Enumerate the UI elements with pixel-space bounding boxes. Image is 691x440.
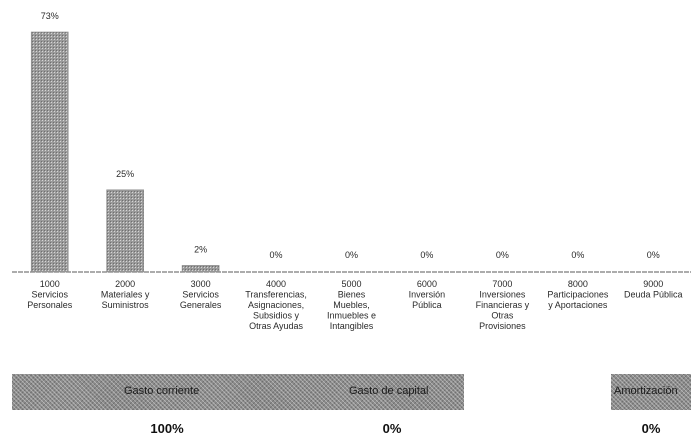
category-label: 8000 Participaciones y Aportaciones xyxy=(547,279,609,310)
bar-chart: 73% 1000 Servicios Personales 25% 2000 Materia… xyxy=(12,11,691,331)
bar-value-label: 0% xyxy=(647,250,660,260)
bar-value-label: 0% xyxy=(270,250,283,260)
gasto-corriente-percent: 100% xyxy=(150,421,184,436)
category-label: 7000 Inversiones Financieras y Otras Provisi… xyxy=(476,279,530,331)
category-label: 6000 Inversión Pública xyxy=(409,279,446,310)
gasto-de-capital-percent: 0% xyxy=(382,421,402,436)
category-label: 9000 Deuda Pública xyxy=(624,279,683,300)
bar-value-label: 2% xyxy=(194,244,207,254)
bar-value-label: 0% xyxy=(420,250,433,260)
bar xyxy=(181,265,220,273)
bar-value-label: 25% xyxy=(116,169,134,179)
bar xyxy=(106,189,144,273)
bar-value-label: 0% xyxy=(496,250,509,260)
bar-value-label: 0% xyxy=(345,250,358,260)
amortizacion-band xyxy=(611,374,691,410)
category-label: 1000 Servicios Personales xyxy=(27,279,73,310)
amortizacion-label: Amortización xyxy=(614,385,678,397)
category-label: 5000 Bienes Muebles, Inmuebles e Intangibles xyxy=(327,279,376,331)
bar-value-label: 0% xyxy=(571,250,584,260)
category-label: 2000 Materiales y Suministros xyxy=(101,279,150,310)
gasto-de-capital-label: Gasto de capital xyxy=(349,385,429,397)
category-label: 4000 Transferencias, Asignaciones, Subsidio… xyxy=(245,279,307,331)
category-label: 3000 Servicios Generales xyxy=(180,279,222,310)
gasto-corriente-label: Gasto corriente xyxy=(124,385,200,397)
bar-value-label: 73% xyxy=(41,11,59,21)
bar xyxy=(30,31,69,273)
amortizacion-percent: 0% xyxy=(641,421,661,436)
gasto-band xyxy=(12,374,464,410)
